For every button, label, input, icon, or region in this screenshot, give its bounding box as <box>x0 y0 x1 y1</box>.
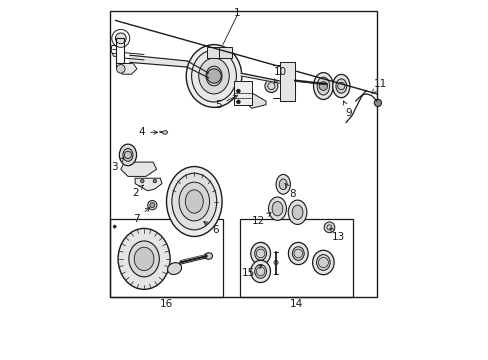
Bar <box>110 220 223 297</box>
Text: 1: 1 <box>234 8 240 18</box>
Circle shape <box>113 225 116 228</box>
Ellipse shape <box>292 247 304 260</box>
Circle shape <box>236 100 240 104</box>
Ellipse shape <box>122 148 133 161</box>
Polygon shape <box>241 73 294 86</box>
Text: 9: 9 <box>343 101 351 118</box>
Text: 7: 7 <box>133 208 149 224</box>
Ellipse shape <box>186 45 241 107</box>
Text: 11: 11 <box>371 79 386 94</box>
Circle shape <box>149 203 155 208</box>
Ellipse shape <box>313 73 333 99</box>
Ellipse shape <box>316 255 329 270</box>
Circle shape <box>147 201 157 210</box>
Text: 3: 3 <box>111 157 123 172</box>
Text: 15: 15 <box>241 265 262 278</box>
Text: 13: 13 <box>329 228 345 242</box>
Text: 6: 6 <box>203 222 219 235</box>
Text: 5: 5 <box>215 95 237 110</box>
Ellipse shape <box>167 263 181 275</box>
Polygon shape <box>121 162 156 176</box>
Circle shape <box>115 33 126 44</box>
Circle shape <box>319 82 327 90</box>
Polygon shape <box>135 178 162 191</box>
Ellipse shape <box>166 167 222 237</box>
Ellipse shape <box>134 247 154 271</box>
Bar <box>239 220 352 297</box>
Polygon shape <box>129 55 187 67</box>
Circle shape <box>206 69 221 83</box>
Ellipse shape <box>292 205 303 220</box>
Ellipse shape <box>205 66 222 86</box>
Ellipse shape <box>276 175 290 194</box>
Ellipse shape <box>171 173 216 230</box>
Bar <box>206 47 219 58</box>
Bar <box>219 47 231 58</box>
Polygon shape <box>244 89 265 108</box>
Text: 14: 14 <box>289 299 303 309</box>
Ellipse shape <box>118 228 170 289</box>
Polygon shape <box>280 62 294 101</box>
Circle shape <box>324 222 334 233</box>
Circle shape <box>116 64 125 73</box>
Circle shape <box>236 89 240 93</box>
Ellipse shape <box>317 77 329 95</box>
Ellipse shape <box>179 182 209 221</box>
Ellipse shape <box>128 241 159 277</box>
Ellipse shape <box>268 197 286 220</box>
Polygon shape <box>116 63 137 74</box>
Text: 12: 12 <box>252 213 270 226</box>
Ellipse shape <box>288 242 307 265</box>
Ellipse shape <box>254 247 266 260</box>
Circle shape <box>140 179 144 183</box>
Text: 10: 10 <box>273 67 286 83</box>
Ellipse shape <box>332 75 349 98</box>
Text: 4: 4 <box>138 127 157 137</box>
Polygon shape <box>162 131 167 134</box>
Ellipse shape <box>312 250 333 275</box>
Text: 16: 16 <box>160 299 173 309</box>
Polygon shape <box>187 61 208 78</box>
Ellipse shape <box>335 79 346 93</box>
Bar <box>110 12 376 297</box>
Ellipse shape <box>204 253 212 259</box>
Circle shape <box>153 179 156 183</box>
Ellipse shape <box>185 190 203 213</box>
Ellipse shape <box>287 200 306 225</box>
Ellipse shape <box>250 242 270 265</box>
Ellipse shape <box>119 144 136 166</box>
Ellipse shape <box>254 265 266 278</box>
Circle shape <box>273 260 278 265</box>
Ellipse shape <box>271 202 282 216</box>
Bar <box>233 81 251 105</box>
Text: 8: 8 <box>285 184 296 199</box>
Circle shape <box>373 99 381 107</box>
Ellipse shape <box>191 50 236 102</box>
Ellipse shape <box>279 179 286 190</box>
Ellipse shape <box>250 260 270 283</box>
Ellipse shape <box>198 58 229 94</box>
Circle shape <box>264 80 277 93</box>
Text: 2: 2 <box>132 185 143 198</box>
